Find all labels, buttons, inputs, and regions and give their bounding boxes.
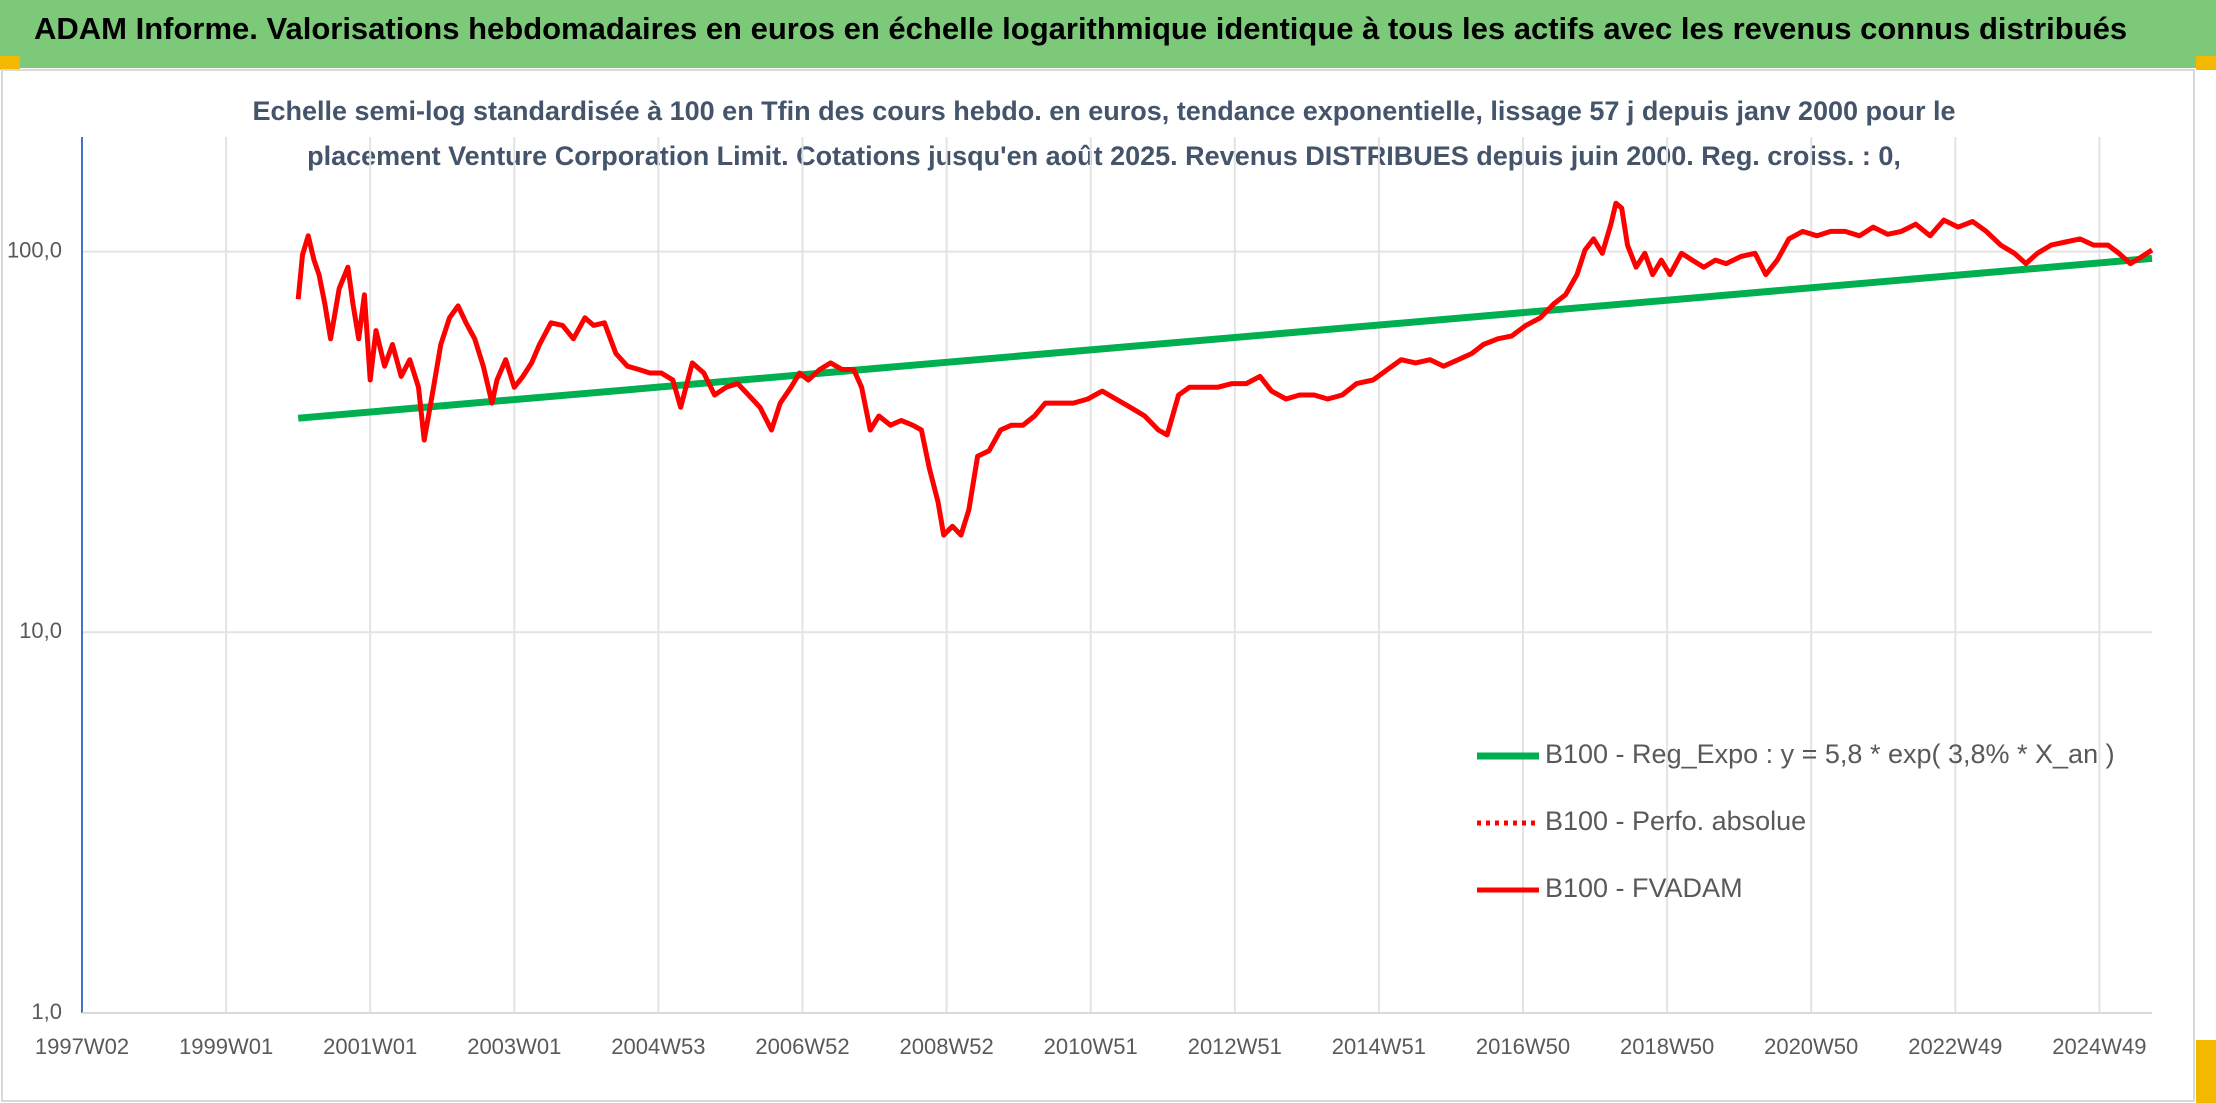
x-tick-label: 2022W49 (1908, 1034, 2002, 1059)
corner (2196, 56, 2216, 70)
x-tick-label: 2001W01 (323, 1034, 417, 1059)
x-tick-label: 1997W02 (35, 1034, 129, 1059)
corner (2196, 1040, 2216, 1103)
x-tick-label: 2010W51 (1044, 1034, 1138, 1059)
x-tick-label: 2004W53 (611, 1034, 705, 1059)
x-tick-label: 2024W49 (2052, 1034, 2146, 1059)
x-tick-label: 1999W01 (179, 1034, 273, 1059)
data-line (295, 200, 2154, 538)
chart-subtitle: Echelle semi-log standardisée à 100 en T… (252, 96, 1955, 126)
title-bar (0, 0, 2216, 68)
y-tick-label: 1,0 (31, 999, 62, 1024)
chart-title: ADAM Informe. Valorisations hebdomadaire… (34, 11, 2127, 46)
chart-frame (1, 69, 2195, 1102)
x-tick-label: 2018W50 (1620, 1034, 1714, 1059)
x-tick-label: 2016W50 (1476, 1034, 1570, 1059)
legend-label: B100 - Perfo. absolue (1545, 806, 1806, 836)
legend-label: B100 - Reg_Expo : y = 5,8 * exp( 3,8% * … (1545, 739, 2115, 769)
y-tick-label: 100,0 (7, 237, 62, 262)
data-line (297, 254, 2153, 422)
x-tick-label: 2006W52 (755, 1034, 849, 1059)
x-tick-label: 2012W51 (1188, 1034, 1282, 1059)
x-tick-label: 2014W51 (1332, 1034, 1426, 1059)
x-tick-label: 2008W52 (900, 1034, 994, 1059)
y-tick-label: 10,0 (19, 618, 62, 643)
corner (0, 56, 20, 70)
x-tick-label: 2003W01 (467, 1034, 561, 1059)
chart-subtitle: placement Venture Corporation Limit. Cot… (307, 141, 1901, 171)
x-tick-label: 2020W50 (1764, 1034, 1858, 1059)
legend-label: B100 - FVADAM (1545, 873, 1743, 903)
